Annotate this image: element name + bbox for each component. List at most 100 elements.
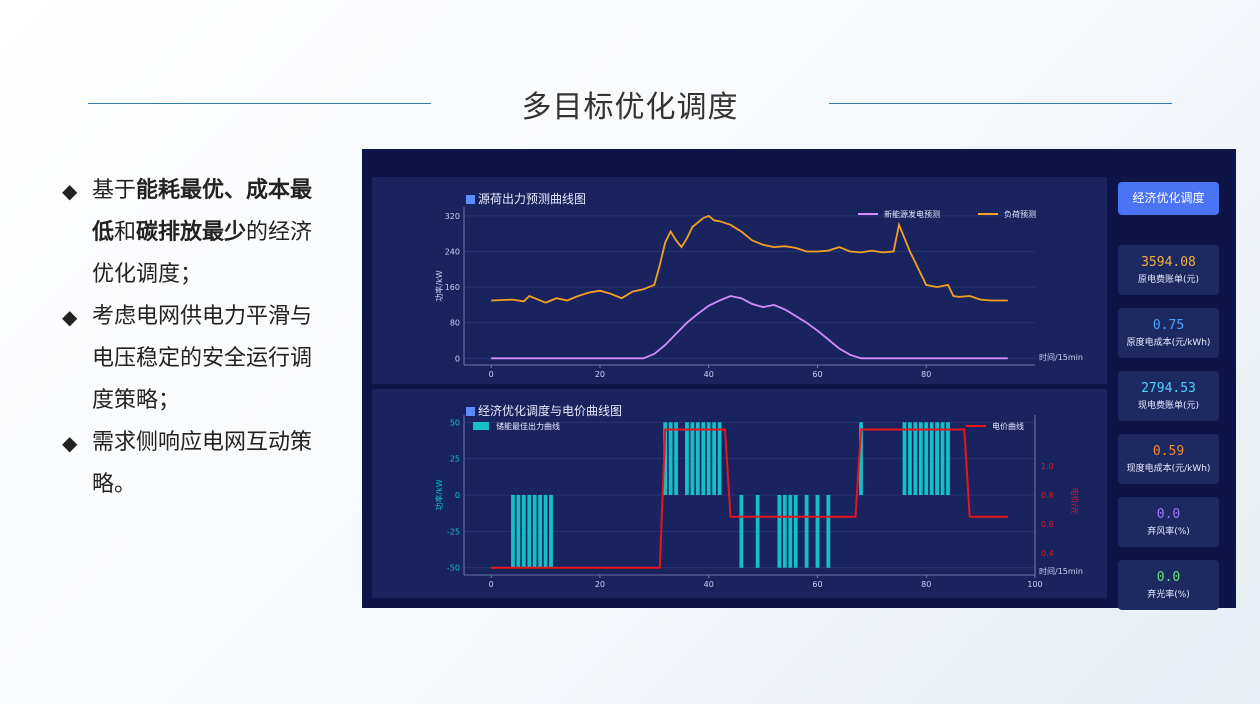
storage-bar (695, 422, 700, 495)
y2-tick-label: 0.6 (1041, 520, 1054, 529)
legend-label: 新能源发电预测 (884, 209, 940, 219)
y-tick-label: 80 (450, 319, 460, 328)
legend-label: 储能最佳出力曲线 (496, 421, 560, 431)
x-tick-label: 20 (595, 580, 605, 589)
bullet-emphasis: 能耗最优、成本最低 (92, 178, 313, 245)
metric-value: 0.75 (1152, 318, 1185, 333)
title-marker-icon (466, 195, 475, 204)
bullet-run: 基于 (92, 178, 137, 203)
x-tick-label: 80 (921, 370, 931, 379)
metric-card: 0.59 现度电成本(元/kWh) (1118, 434, 1219, 484)
storage-bar (755, 495, 760, 568)
storage-bar (804, 495, 809, 568)
metric-value: 0.0 (1156, 507, 1181, 522)
storage-bar (663, 422, 668, 495)
y-tick-label: 25 (450, 455, 460, 464)
metric-card: 0.0 弃光率(%) (1118, 560, 1219, 610)
metric-card: 0.75 原度电成本(元/kWh) (1118, 308, 1219, 358)
solar-forecast-line (491, 295, 1008, 360)
y-tick-label: 0 (455, 354, 460, 363)
metric-label: 弃风率(%) (1147, 527, 1190, 537)
storage-bar (712, 422, 717, 495)
storage-bar (924, 422, 929, 495)
y-axis-label: 功率/kW (434, 270, 444, 301)
x-tick-label: 100 (1027, 580, 1042, 589)
bullet-run: 和 (114, 220, 137, 245)
metric-value: 2794.53 (1141, 381, 1196, 396)
storage-bar (511, 495, 515, 568)
storage-bar (826, 495, 831, 568)
diamond-bullet-icon: ◆ (62, 179, 78, 203)
diamond-bullet-icon: ◆ (62, 431, 78, 455)
metric-value: 0.0 (1156, 570, 1181, 585)
y-tick-label: -25 (447, 527, 460, 536)
y2-axis-label: 电价/元 (1070, 488, 1080, 515)
metric-label: 现度电成本(元/kWh) (1126, 464, 1211, 474)
storage-bar (788, 495, 793, 568)
title-divider-left (88, 103, 431, 104)
storage-bar (527, 495, 532, 568)
forecast-title-text: 源荷出力预测曲线图 (478, 192, 587, 206)
storage-bar (946, 422, 950, 495)
storage-bar (908, 422, 912, 495)
forecast-panel-title: 源荷出力预测曲线图 (466, 190, 586, 207)
bullet-item: ◆ 需求侧响应电网互动策略。 (62, 422, 322, 506)
y-tick-label: 160 (445, 283, 460, 292)
storage-bar (902, 422, 907, 495)
x-tick-label: 20 (595, 370, 605, 379)
x-tick-label: 60 (812, 580, 822, 589)
storage-bar (701, 422, 706, 495)
load-forecast-line (491, 214, 1008, 304)
dispatch-title-text: 经济优化调度与电价曲线图 (478, 404, 623, 418)
bullet-item: ◆ 考虑电网供电力平滑与电压稳定的安全运行调度策略； (62, 296, 322, 422)
bullet-list: ◆ 基于能耗最优、成本最低和碳排放最少的经济优化调度； ◆ 考虑电网供电力平滑与电压稳… (62, 170, 322, 506)
slide-title: 多目标优化调度 (521, 90, 739, 125)
metric-card: 2794.53 现电费账单(元) (1118, 371, 1219, 421)
metric-label: 原度电成本(元/kWh) (1126, 338, 1211, 348)
x-tick-label: 0 (489, 580, 494, 589)
storage-bar (674, 422, 678, 495)
storage-bar (717, 422, 722, 495)
dispatch-panel: 经济优化调度与电价曲线图 -50 -25 0 25 50 0 20 40 60 80 100 0.4 0… (372, 389, 1107, 598)
dashboard: 源荷出力预测曲线图 0 80 160 240 320 0 20 40 60 80 时间/15min 功… (362, 149, 1236, 610)
x-tick-label: 60 (812, 370, 822, 379)
forecast-chart: 0 80 160 240 320 0 20 40 60 80 时间/15min 功率/kW 新能源发电预… (434, 207, 1083, 379)
bullet-run: 需求侧响应电网互动策略。 (92, 430, 313, 497)
x-tick-label: 40 (704, 580, 714, 589)
x-axis-label: 时间/15min (1039, 352, 1083, 362)
y-tick-label: 0 (455, 491, 460, 500)
storage-bar (782, 495, 787, 568)
storage-bar (739, 495, 744, 568)
forecast-panel: 源荷出力预测曲线图 0 80 160 240 320 0 20 40 60 80 时间/15min 功… (372, 177, 1107, 384)
dispatch-panel-title: 经济优化调度与电价曲线图 (466, 402, 622, 419)
y2-tick-label: 0.8 (1041, 491, 1054, 500)
storage-bar (538, 495, 543, 568)
bullet-run: 考虑电网供电力平滑与电压稳定的安全运行调度策略； (92, 304, 313, 413)
storage-bar (913, 422, 918, 495)
storage-bar (777, 495, 782, 568)
x-axis-label: 时间/15min (1039, 566, 1083, 576)
bullet-text: 基于能耗最优、成本最低和碳排放最少的经济优化调度； (92, 170, 322, 296)
legend-swatch (473, 422, 489, 430)
metric-label: 现电费账单(元) (1137, 401, 1200, 411)
storage-bar (918, 422, 923, 495)
metric-card: 0.0 弃风率(%) (1118, 497, 1219, 547)
x-tick-label: 0 (489, 370, 494, 379)
legend-label: 负荷预测 (1004, 209, 1036, 219)
storage-bar (793, 495, 798, 568)
economic-dispatch-button[interactable]: 经济优化调度 (1118, 182, 1219, 215)
y-tick-label: 50 (450, 418, 460, 427)
storage-bar (940, 422, 945, 495)
metric-value: 3594.08 (1141, 255, 1196, 270)
bullet-item: ◆ 基于能耗最优、成本最低和碳排放最少的经济优化调度； (62, 170, 322, 296)
title-marker-icon (466, 407, 475, 416)
storage-bar (516, 495, 521, 568)
y-tick-label: 320 (445, 212, 460, 221)
storage-bar (929, 422, 934, 495)
storage-bar (549, 495, 553, 568)
metric-label: 原电费账单(元) (1137, 275, 1200, 285)
diamond-bullet-icon: ◆ (62, 305, 78, 329)
y-tick-label: 240 (445, 248, 460, 257)
y2-tick-label: 1.0 (1041, 462, 1054, 471)
storage-bar (859, 422, 863, 495)
